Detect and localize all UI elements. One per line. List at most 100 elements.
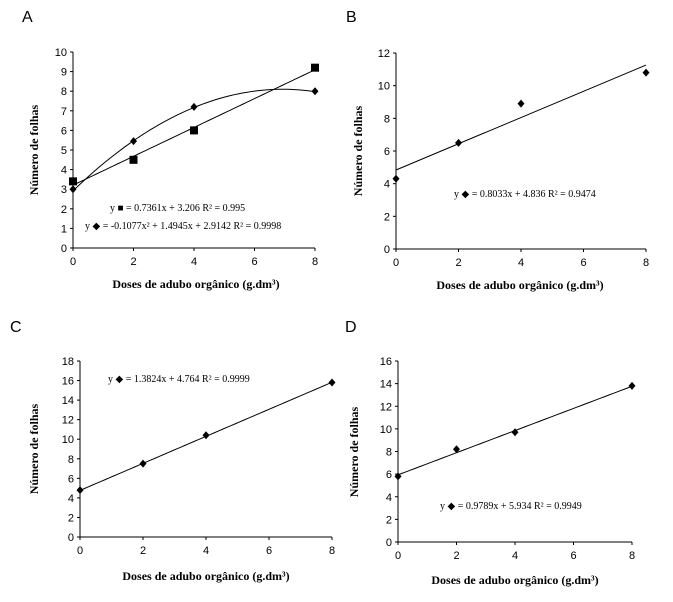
chart-svg-c: C 0 2 4 6 8 10 12 14 16 18 0 2 4 6 8 Doses de adubo orgâ… — [10, 319, 336, 583]
x-tick-label-c: 8 — [329, 545, 335, 557]
x-axis-title-a: Doses de adubo orgânico (g.dm³) — [112, 277, 279, 291]
x-tick-label-d: 0 — [395, 550, 401, 562]
y-tick-label-a: 10 — [55, 47, 67, 59]
x-tick-label-b: 0 — [393, 257, 399, 269]
trendline-equation-c-0: y ◆ = 1.3824x + 4.764 R² = 0.9999 — [108, 374, 250, 385]
x-tick-label-a: 2 — [130, 256, 136, 268]
y-tick-label-a: 8 — [61, 86, 67, 98]
data-point-diamond-c — [139, 459, 147, 468]
trendline-equation-a-0: y ■ = 0.7361x + 3.206 R² = 0.995 — [110, 203, 245, 214]
data-point-diamond-a — [190, 102, 198, 111]
x-axis-title-c: Doses de adubo orgânico (g.dm³) — [122, 569, 289, 583]
data-point-diamond-b — [642, 68, 650, 77]
y-axis-title-a: Número de folhas — [27, 104, 41, 195]
y-tick-label-d: 16 — [380, 356, 392, 368]
x-tick-label-a: 0 — [70, 256, 76, 268]
y-tick-label-a: 4 — [61, 165, 67, 177]
y-tick-label-c: 16 — [62, 376, 74, 388]
y-tick-label-d: 12 — [380, 401, 392, 413]
data-point-diamond-b — [517, 99, 525, 108]
y-tick-label-c: 8 — [68, 454, 74, 466]
chart-panel-b: B 0 2 4 6 8 10 12 0 2 4 6 8 Doses de adubo orgânico (… — [336, 0, 672, 301]
y-tick-label-d: 6 — [386, 469, 392, 481]
data-point-diamond-a — [130, 137, 137, 146]
x-tick-label-d: 4 — [512, 550, 518, 562]
y-tick-label-b: 12 — [378, 48, 390, 60]
chart-svg-b: B 0 2 4 6 8 10 12 0 2 4 6 8 Doses de adubo orgânico (… — [346, 9, 650, 292]
x-tick-label-c: 0 — [77, 545, 83, 557]
x-tick-label-d: 8 — [629, 550, 635, 562]
chart-panel-d: D 0 2 4 6 8 10 12 14 16 0 2 4 6 8 Doses de adubo orgâni… — [336, 301, 672, 602]
data-point-square-a — [190, 126, 198, 135]
x-tick-label-b: 2 — [455, 257, 461, 269]
y-tick-label-c: 14 — [62, 395, 74, 407]
trendline-equation-a-1: y ◆ = -0.1077x² + 1.4945x + 2.9142 R² = … — [85, 221, 281, 232]
data-point-diamond-d — [511, 428, 519, 437]
data-point-diamond-c — [202, 431, 210, 440]
y-tick-label-b: 6 — [384, 146, 390, 158]
y-axis-title-d: Número de folhas — [347, 406, 361, 497]
y-tick-label-c: 12 — [62, 415, 74, 427]
y-tick-label-c: 6 — [68, 473, 74, 485]
y-tick-label-b: 4 — [384, 179, 390, 191]
x-tick-label-d: 2 — [453, 550, 459, 562]
y-tick-label-a: 2 — [61, 204, 67, 216]
y-tick-label-a: 3 — [61, 184, 67, 196]
y-tick-label-c: 2 — [68, 512, 74, 524]
y-tick-label-d: 4 — [386, 492, 392, 504]
x-tick-label-b: 4 — [518, 257, 524, 269]
data-point-diamond-c — [76, 486, 84, 495]
data-point-diamond-a — [311, 87, 319, 96]
x-tick-label-b: 8 — [643, 257, 649, 269]
x-tick-label-c: 4 — [203, 545, 209, 557]
data-point-diamond-b — [455, 138, 462, 147]
x-tick-label-a: 4 — [191, 256, 197, 268]
chart-svg-d: D 0 2 4 6 8 10 12 14 16 0 2 4 6 8 Doses de adubo orgâni… — [345, 319, 636, 587]
y-tick-label-d: 8 — [386, 447, 392, 459]
y-tick-label-c: 18 — [62, 356, 74, 368]
x-tick-label-a: 6 — [251, 256, 257, 268]
y-tick-label-c: 0 — [68, 532, 74, 544]
y-tick-label-a: 1 — [61, 223, 67, 235]
panel-label-b: B — [346, 9, 357, 26]
y-tick-label-a: 5 — [61, 145, 67, 157]
panel-label-a: A — [22, 9, 33, 26]
data-point-diamond-d — [394, 472, 402, 481]
x-tick-label-b: 6 — [580, 257, 586, 269]
y-tick-label-c: 4 — [68, 493, 74, 505]
y-tick-label-d: 14 — [380, 379, 392, 391]
panel-label-c: C — [10, 319, 22, 336]
x-tick-label-c: 6 — [266, 545, 272, 557]
data-point-square-a — [311, 63, 319, 72]
y-tick-label-d: 10 — [380, 424, 392, 436]
y-tick-label-a: 9 — [61, 67, 67, 79]
trendline-equation-b-0: y ◆ = 0.8033x + 4.836 R² = 0.9474 — [454, 189, 596, 200]
x-tick-label-a: 8 — [312, 256, 318, 268]
y-tick-label-a: 0 — [61, 243, 67, 255]
y-axis-title-b: Número de folhas — [351, 105, 365, 196]
y-tick-label-d: 2 — [386, 514, 392, 526]
data-point-square-a — [69, 177, 77, 186]
data-point-square-a — [129, 155, 138, 164]
x-axis-title-b: Doses de adubo orgânico (g.dm³) — [436, 278, 603, 292]
data-point-diamond-d — [628, 381, 636, 390]
y-tick-label-a: 7 — [61, 106, 67, 118]
chart-panel-c: C 0 2 4 6 8 10 12 14 16 18 0 2 4 6 8 Doses de adubo orgâ… — [0, 301, 336, 602]
y-tick-label-b: 0 — [384, 244, 390, 256]
chart-svg-a: A 0 1 2 3 4 5 6 7 8 9 10 0 2 4 6 8 Doses de adubo orgânic… — [22, 9, 319, 291]
x-tick-label-d: 6 — [570, 550, 576, 562]
y-tick-label-b: 8 — [384, 113, 390, 125]
y-tick-label-d: 0 — [386, 537, 392, 549]
y-tick-label-a: 6 — [61, 125, 67, 137]
chart-panel-a: A 0 1 2 3 4 5 6 7 8 9 10 0 2 4 6 8 Doses de adubo orgânic… — [0, 0, 336, 301]
trendline-b-0 — [395, 64, 647, 171]
data-point-diamond-d — [453, 445, 460, 454]
data-point-diamond-a — [69, 185, 77, 194]
x-tick-label-c: 2 — [140, 545, 146, 557]
panel-label-d: D — [345, 319, 357, 336]
y-tick-label-b: 2 — [384, 211, 390, 223]
y-tick-label-c: 10 — [62, 434, 74, 446]
trendline-equation-d-0: y ◆ = 0.9789x + 5.934 R² = 0.9949 — [440, 501, 582, 512]
x-axis-title-d: Doses de adubo orgânico (g.dm³) — [431, 573, 598, 587]
data-point-diamond-b — [392, 174, 400, 183]
